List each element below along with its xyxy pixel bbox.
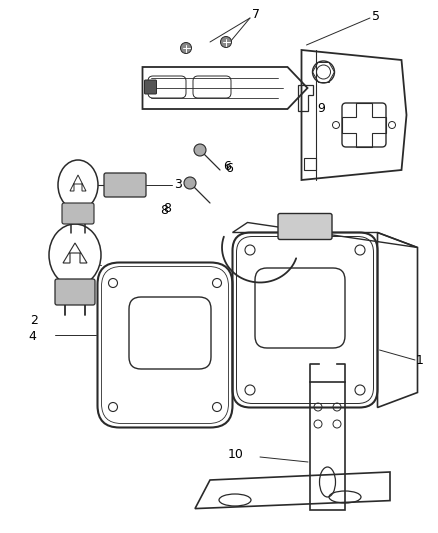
Text: 7: 7	[252, 9, 260, 21]
FancyBboxPatch shape	[145, 80, 156, 94]
Circle shape	[194, 144, 206, 156]
Text: 9: 9	[318, 101, 325, 115]
Text: 6: 6	[223, 160, 231, 174]
Text: 8: 8	[160, 204, 168, 216]
Circle shape	[184, 177, 196, 189]
Text: 6: 6	[225, 163, 233, 175]
FancyBboxPatch shape	[62, 203, 94, 224]
FancyBboxPatch shape	[278, 214, 332, 239]
Text: 1: 1	[416, 353, 424, 367]
Text: 2: 2	[30, 313, 38, 327]
Text: 3: 3	[174, 179, 182, 191]
FancyBboxPatch shape	[104, 173, 146, 197]
Text: 8: 8	[163, 201, 171, 214]
Circle shape	[220, 36, 232, 47]
Circle shape	[180, 43, 191, 53]
Text: 10: 10	[228, 448, 244, 462]
Text: 5: 5	[372, 10, 380, 22]
Text: 4: 4	[28, 330, 36, 343]
FancyBboxPatch shape	[55, 279, 95, 305]
